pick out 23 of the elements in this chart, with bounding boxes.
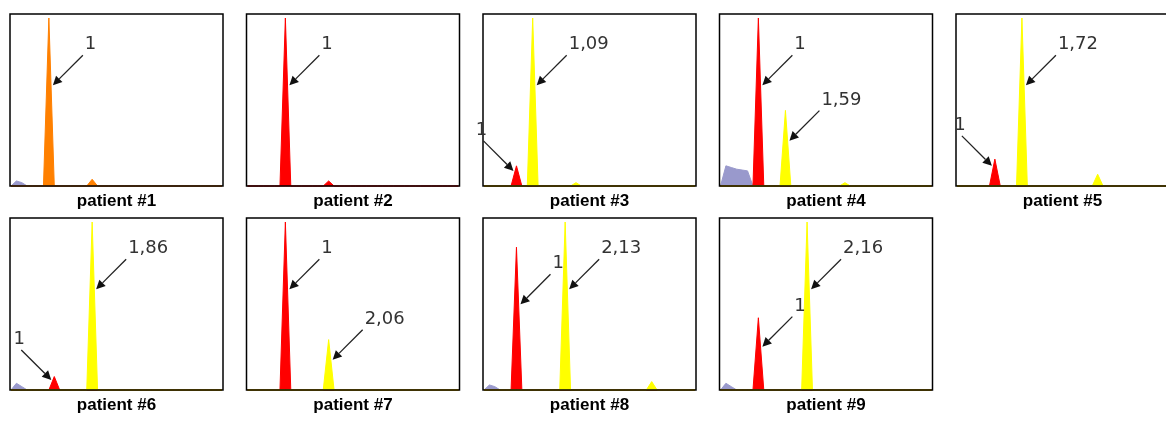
annotation: 1 xyxy=(13,326,26,348)
x-axis-title: patient #6 xyxy=(76,395,157,414)
annotation: 1 xyxy=(794,32,806,54)
annotation: 2,06 xyxy=(364,306,405,328)
x-axis-title: patient #9 xyxy=(786,395,866,414)
annotation: 1 xyxy=(321,32,333,54)
annotation: 1 xyxy=(552,251,564,273)
annotation: 1 xyxy=(321,236,333,258)
annotation: 1,09 xyxy=(568,32,609,54)
x-axis-title: patient #7 xyxy=(313,395,393,414)
x-axis-title: patient #1 xyxy=(76,191,157,210)
x-axis-title: patient #5 xyxy=(1022,191,1103,210)
annotation: 1 xyxy=(84,32,97,54)
annotation: 2,13 xyxy=(601,236,642,258)
annotation: 1,59 xyxy=(821,87,862,109)
x-axis-title: patient #8 xyxy=(549,395,630,414)
x-axis-title: patient #2 xyxy=(313,191,393,210)
x-axis-title: patient #3 xyxy=(549,191,630,210)
annotation: 1,72 xyxy=(1057,32,1098,54)
annotation: 1 xyxy=(794,293,806,315)
annotation: 1,86 xyxy=(128,236,169,258)
annotation: 2,16 xyxy=(843,236,884,258)
x-axis-title: patient #4 xyxy=(786,191,867,210)
